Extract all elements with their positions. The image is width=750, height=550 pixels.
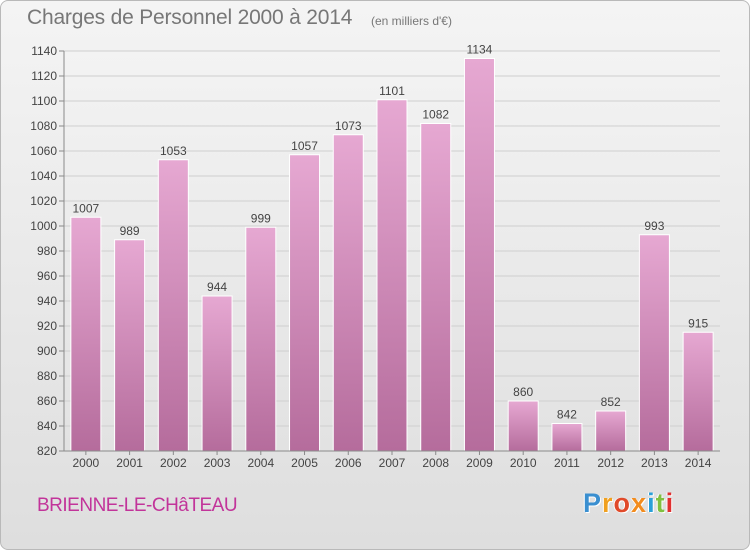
x-tick-label: 2011: [554, 456, 580, 470]
x-tick-label: 2001: [116, 456, 143, 470]
y-tick-label: 1020: [30, 194, 57, 208]
y-tick-label: 940: [37, 294, 57, 308]
bar-2001: [114, 239, 146, 452]
bar-2002: [157, 159, 189, 452]
bar-2011: [551, 423, 583, 452]
x-tick-label: 2010: [510, 456, 537, 470]
y-tick-label: 1040: [30, 169, 57, 183]
logo-letter: t: [655, 488, 666, 518]
commune-name: BRIENNE-LE-CHâTEAU: [37, 495, 238, 516]
bar-2004: [245, 226, 277, 452]
value-label: 860: [513, 385, 533, 399]
value-label: 989: [120, 224, 140, 238]
logo-letter: i: [647, 488, 656, 518]
bar-2005: [289, 154, 321, 452]
x-tick-label: 2012: [597, 456, 624, 470]
x-tick-label: 2004: [247, 456, 274, 470]
y-tick-label: 880: [37, 369, 57, 383]
y-tick-label: 1060: [30, 144, 57, 158]
x-tick-label: 2000: [73, 456, 100, 470]
bars: [70, 58, 714, 452]
y-tick-label: 1080: [30, 119, 57, 133]
bar-2006: [332, 134, 364, 452]
chart-title: Charges de Personnel 2000 à 2014: [27, 6, 353, 29]
value-label: 1073: [335, 119, 362, 133]
value-label: 993: [644, 219, 664, 233]
value-label: 915: [688, 316, 708, 330]
value-label: 1134: [467, 43, 493, 57]
bar-2012: [595, 410, 627, 452]
y-tick-label: 860: [37, 394, 57, 408]
y-tick-label: 960: [37, 269, 57, 283]
bar-2008: [420, 123, 452, 452]
value-label: 852: [601, 395, 621, 409]
x-tick-label: 2003: [204, 456, 231, 470]
x-tick-label: 2006: [335, 456, 362, 470]
x-tick-label: 2013: [641, 456, 668, 470]
bar-2014: [682, 331, 714, 452]
value-label: 1057: [291, 139, 318, 153]
x-tick-label: 2009: [466, 456, 493, 470]
x-tick-label: 2007: [379, 456, 406, 470]
value-label: 944: [207, 280, 227, 294]
labels: 820 840 860 880 900 920 940 960 980 1000 1020 1040 1…: [30, 43, 712, 471]
y-tick-label: 1000: [30, 219, 57, 233]
bar-2000: [70, 216, 102, 452]
chart-subtitle: (en milliers d'€): [371, 14, 452, 28]
y-tick-label: 840: [37, 419, 57, 433]
value-label: 1053: [160, 144, 187, 158]
y-tick-label: 1120: [31, 69, 57, 83]
bar-2013: [638, 234, 670, 452]
proxiti-logo: Proxiti: [583, 488, 674, 519]
logo-letter: r: [602, 488, 614, 518]
y-tick-label: 980: [37, 244, 57, 258]
logo-letter: i: [665, 488, 675, 518]
axes: [59, 50, 720, 455]
y-tick-label: 1140: [31, 44, 57, 58]
y-tick-label: 1100: [31, 94, 57, 108]
y-tick-label: 820: [37, 444, 57, 458]
logo-letter: P: [583, 488, 603, 518]
value-label: 999: [251, 211, 271, 225]
bar-2009: [463, 58, 495, 452]
value-label: 1101: [379, 84, 405, 98]
y-tick-label: 920: [37, 319, 57, 333]
value-label: 1082: [422, 108, 449, 122]
y-tick-label: 900: [37, 344, 57, 358]
x-tick-label: 2008: [422, 456, 449, 470]
logo-letter: o: [613, 488, 632, 518]
x-tick-label: 2014: [685, 456, 712, 470]
bar-2010: [507, 400, 539, 452]
value-label: 842: [557, 408, 577, 422]
value-label: 1007: [73, 201, 100, 215]
bar-2007: [376, 99, 408, 452]
x-tick-label: 2005: [291, 456, 318, 470]
bar-2003: [201, 295, 233, 452]
logo-letter: x: [631, 488, 648, 518]
x-tick-label: 2002: [160, 456, 187, 470]
